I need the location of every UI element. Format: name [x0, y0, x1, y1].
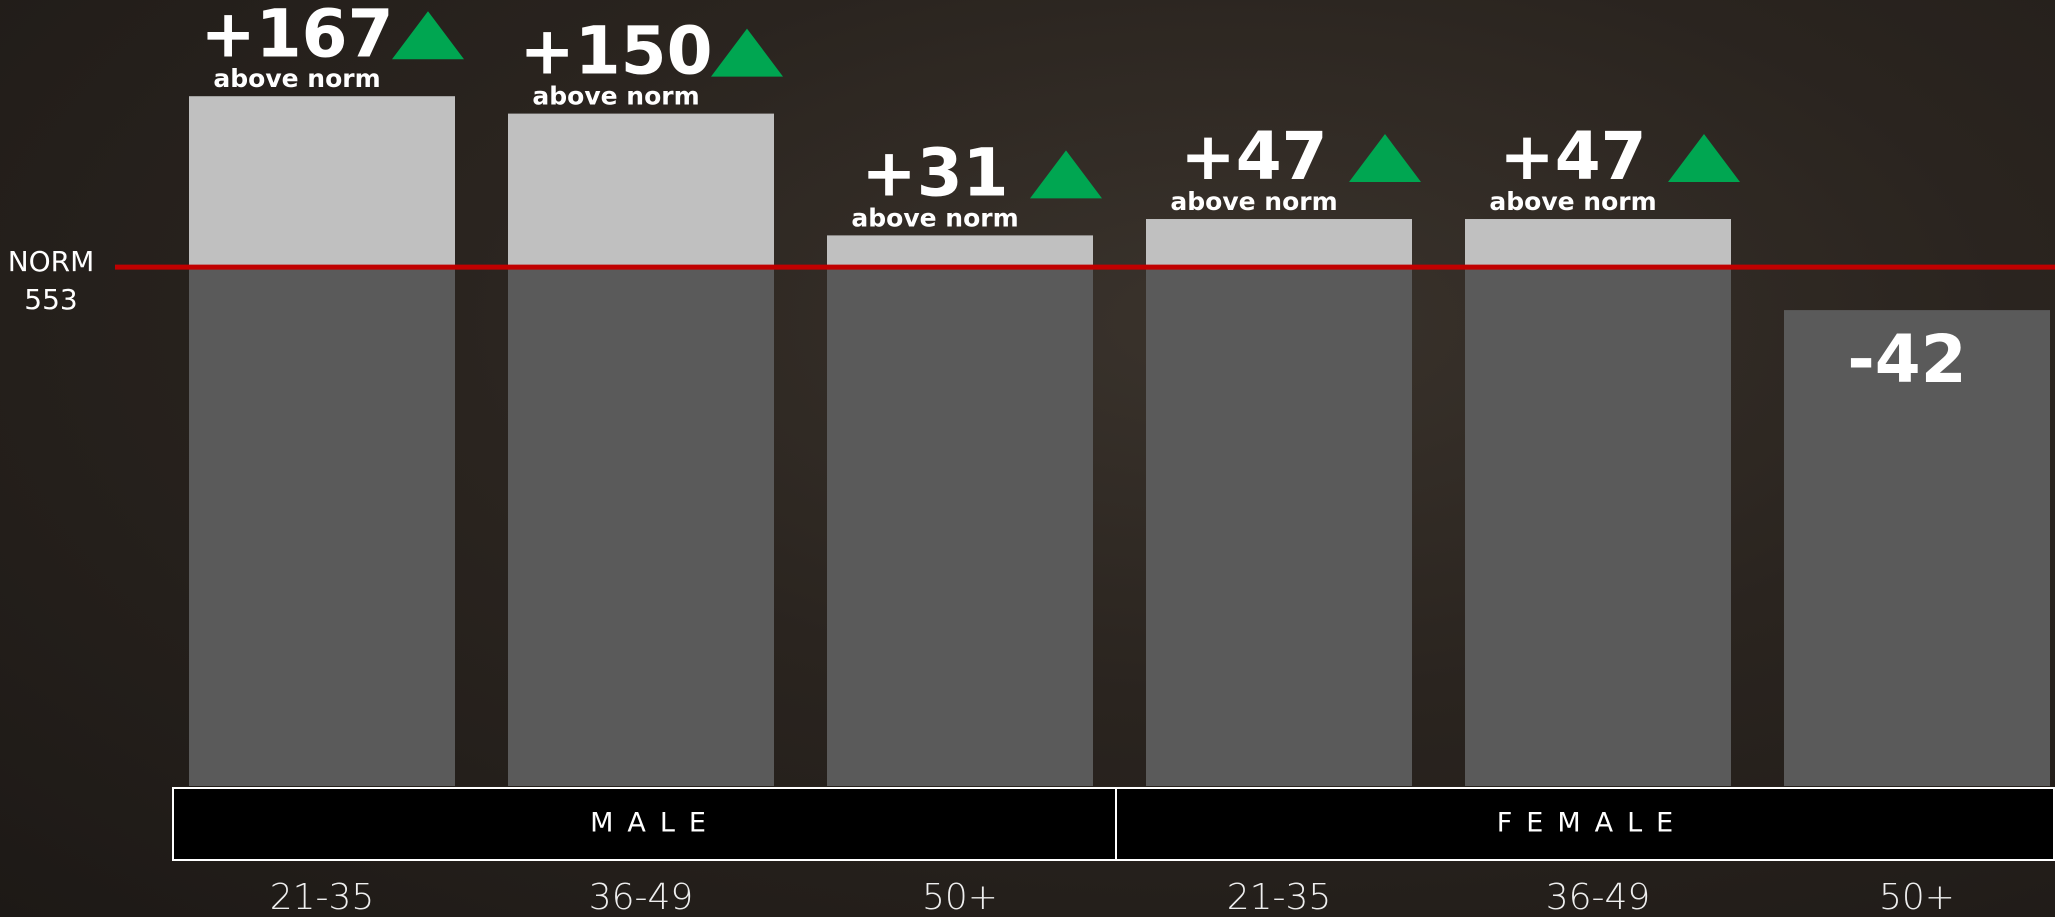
up-arrow: [1668, 134, 1740, 183]
x-tick-label: 50+: [922, 877, 998, 917]
value-label: +31: [861, 134, 1008, 211]
value-label: +47: [1499, 118, 1646, 195]
bar: [1465, 219, 1731, 268]
bar: [1146, 219, 1412, 268]
bar: [508, 113, 774, 268]
up-arrow: [392, 11, 464, 60]
value-caption: above norm: [851, 203, 1018, 232]
bar: [1784, 310, 2050, 786]
group-label: MALE: [590, 808, 720, 839]
value-label: -42: [1847, 321, 1966, 398]
bar-base: [508, 267, 774, 786]
up-arrow: [711, 28, 783, 77]
x-tick-label: 21-35: [270, 877, 375, 917]
bar-base: [827, 267, 1093, 786]
value-label: +150: [519, 13, 712, 90]
up-arrow: [1030, 150, 1102, 199]
norm-label: NORM: [8, 245, 95, 278]
value-caption: above norm: [213, 64, 380, 93]
value-label: +47: [1180, 118, 1327, 195]
value-caption: above norm: [532, 82, 699, 111]
group-box: [1115, 787, 2055, 861]
x-tick-label: 36-49: [1546, 877, 1651, 917]
x-tick-label: 21-35: [1227, 877, 1332, 917]
x-tick-label: 50+: [1879, 877, 1955, 917]
value-caption: above norm: [1170, 187, 1337, 216]
up-arrow: [1349, 134, 1421, 183]
group-label: FEMALE: [1497, 808, 1687, 839]
group-box: [172, 787, 1124, 861]
bar: [189, 96, 455, 268]
value-caption: above norm: [1489, 187, 1656, 216]
value-label: +167: [200, 0, 393, 72]
bar-base: [1146, 267, 1412, 786]
bar: [827, 235, 1093, 268]
bar-base: [189, 267, 455, 786]
bar-base: [1465, 267, 1731, 786]
norm-value: 553: [24, 283, 77, 316]
x-tick-label: 36-49: [589, 877, 694, 917]
